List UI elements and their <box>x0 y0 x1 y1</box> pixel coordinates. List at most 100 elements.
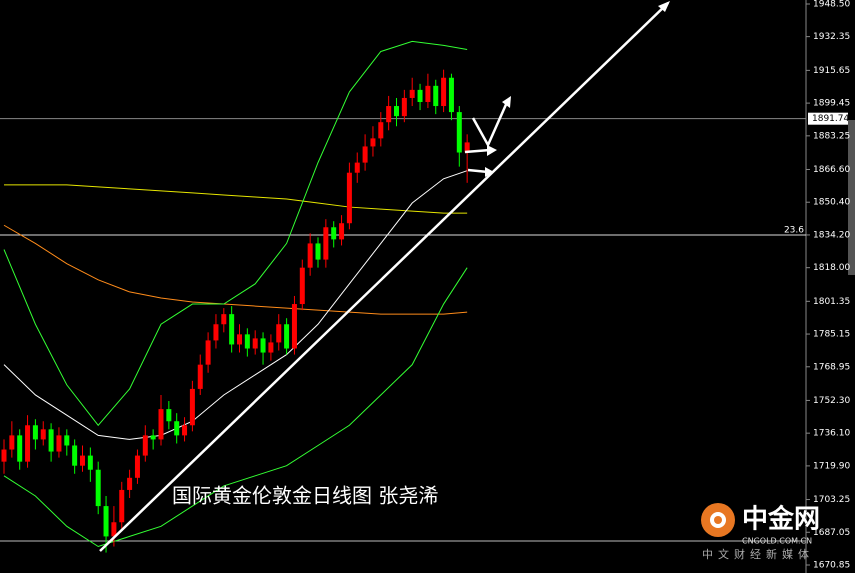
candle-body <box>142 435 148 456</box>
candle-body <box>103 506 109 537</box>
candle-body <box>166 409 172 422</box>
arrow <box>464 148 491 154</box>
candle-body <box>268 342 274 353</box>
candle-body <box>386 106 392 123</box>
indicator-line <box>3 267 468 548</box>
y-tick-label: 1866.60 <box>813 165 850 175</box>
logo-icon-core <box>714 516 722 524</box>
candle-body <box>197 364 203 389</box>
candle-body <box>205 340 211 365</box>
candle-body <box>346 172 352 224</box>
candle-body <box>284 324 290 349</box>
candle-body <box>134 455 140 478</box>
y-tick-label: 1899.45 <box>813 99 850 109</box>
logo-domain: CNGOLD.COM.CN <box>742 537 812 546</box>
arrow-head <box>485 167 494 177</box>
candle-body <box>32 425 38 440</box>
candle-body <box>182 425 188 436</box>
fib-label: 23.6 <box>784 225 804 235</box>
candle-body <box>48 429 54 452</box>
price-tag <box>808 112 848 125</box>
logo-slogan: 中文财经新媒体 <box>702 547 814 561</box>
candle-body <box>25 425 31 462</box>
y-tick-label: 1703.25 <box>813 495 850 505</box>
arrow-head <box>658 1 670 12</box>
candle-body <box>299 267 305 305</box>
candle-body <box>158 409 164 440</box>
y-tick-label: 1850.40 <box>813 198 850 208</box>
candle-body <box>252 338 258 349</box>
candle-body <box>276 324 282 343</box>
y-tick-label: 1915.65 <box>813 66 850 76</box>
candle-body <box>425 85 431 102</box>
candle-body <box>394 106 399 117</box>
y-tick-label: 1948.50 <box>813 0 850 10</box>
candle-body <box>119 489 125 523</box>
candle-body <box>40 429 46 440</box>
candle-body <box>433 85 439 107</box>
candle-body <box>221 314 227 325</box>
y-tick-label: 1801.35 <box>813 297 850 307</box>
candle-body <box>378 122 384 139</box>
y-tick-label: 1768.95 <box>813 362 850 372</box>
candle-body <box>87 455 93 470</box>
candle-body <box>260 338 266 353</box>
indicator-line <box>3 170 468 440</box>
indicator-line <box>3 40 468 427</box>
candle-body <box>448 77 454 113</box>
candle-body <box>339 223 345 240</box>
candle-body <box>237 334 242 345</box>
candle-body <box>362 146 368 163</box>
candle-body <box>229 314 235 345</box>
candle-body <box>354 162 360 173</box>
candle-body <box>307 243 313 268</box>
y-tick-label: 1752.30 <box>813 396 850 406</box>
candle-body <box>9 435 15 450</box>
logo-name: 中金网 <box>742 504 820 535</box>
y-tick-label: 1785.15 <box>813 330 850 340</box>
candle-body <box>127 477 133 490</box>
candle-body <box>80 455 85 466</box>
arrow-head <box>487 145 497 156</box>
price-tag-label: 1891.74 <box>812 114 849 124</box>
candle-body <box>56 435 62 452</box>
trend-line <box>99 2 669 552</box>
arrow <box>471 99 510 148</box>
y-tick-label: 1818.00 <box>813 263 850 273</box>
candle-body <box>174 421 180 436</box>
arrow-head <box>502 96 511 108</box>
candle-body <box>95 469 101 507</box>
y-tick-label: 1670.85 <box>813 561 850 571</box>
candle-body <box>409 89 415 98</box>
candle-body <box>441 77 447 107</box>
candle-body <box>111 522 117 537</box>
candle-body <box>150 435 156 440</box>
scroll-strip <box>848 120 855 275</box>
candle-body <box>189 388 195 426</box>
indicator-line <box>4 184 468 214</box>
candle-body <box>1 449 7 462</box>
candle-body <box>17 435 23 462</box>
candle-body <box>291 304 297 349</box>
candle-body <box>464 142 470 153</box>
candle-body <box>456 112 462 153</box>
y-tick-label: 1932.35 <box>813 32 850 42</box>
caption: 国际黄金伦敦金日线图 张尧浠 <box>172 484 438 508</box>
y-tick-label: 1719.90 <box>813 461 850 471</box>
candle-body <box>72 445 78 466</box>
y-tick-label: 1736.10 <box>813 429 850 439</box>
arrow <box>467 168 489 174</box>
candle-body <box>323 227 329 260</box>
candle-body <box>213 324 219 341</box>
candle-body <box>417 89 423 102</box>
indicator-line <box>3 224 468 315</box>
candle-body <box>370 138 376 147</box>
candle-body <box>401 97 407 117</box>
candle-body <box>331 227 337 240</box>
candle-body <box>315 243 321 260</box>
y-tick-label: 1687.05 <box>813 528 850 538</box>
candle-body <box>64 435 70 446</box>
candle-body <box>244 334 250 349</box>
y-tick-label: 1883.25 <box>813 131 850 141</box>
